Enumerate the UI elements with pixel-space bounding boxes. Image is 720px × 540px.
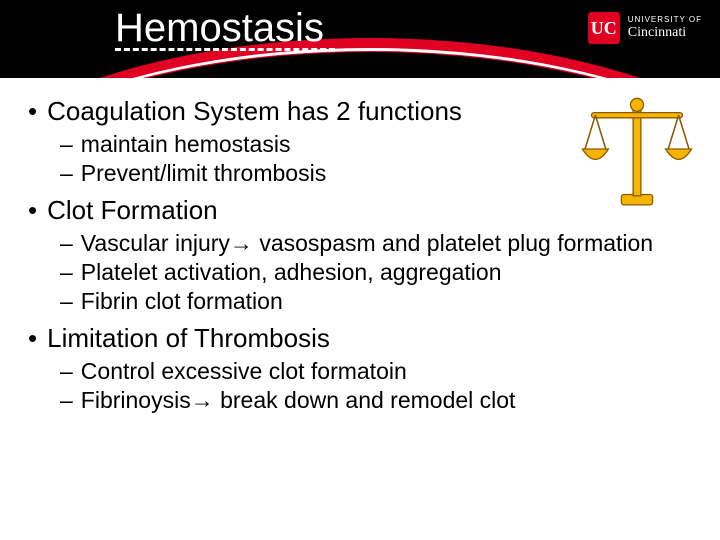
- bullet-level2: – Control excessive clot formatoin: [60, 358, 700, 385]
- bullet-level2: – Fibrin clot formation: [60, 288, 700, 315]
- slide-header: Hemostasis UC UNIVERSITY OF Cincinnati: [0, 0, 720, 78]
- bullet-level2: – Platelet activation, adhesion, aggrega…: [60, 259, 700, 286]
- dash-icon: –: [60, 259, 73, 286]
- logo-mark: UC: [588, 12, 620, 44]
- bullet-icon: •: [28, 195, 37, 226]
- bullet-level2: – Fibrinoysis→ break down and remodel cl…: [60, 387, 700, 414]
- logo-line1: UNIVERSITY OF: [628, 16, 702, 25]
- dash-icon: –: [60, 131, 73, 158]
- bullet-text: Control excessive clot formatoin: [81, 358, 407, 385]
- bullet-text: Prevent/limit thrombosis: [81, 160, 326, 187]
- slide-title: Hemostasis: [115, 6, 324, 51]
- dash-icon: –: [60, 288, 73, 315]
- dash-icon: –: [60, 358, 73, 385]
- logo-text: UNIVERSITY OF Cincinnati: [628, 16, 702, 40]
- bullet-icon: •: [28, 96, 37, 127]
- bullet-icon: •: [28, 323, 37, 354]
- bullet-text: Coagulation System has 2 functions: [47, 96, 462, 127]
- dash-icon: –: [60, 387, 73, 414]
- bullet-text: Platelet activation, adhesion, aggregati…: [81, 259, 502, 286]
- balance-scale-image: [572, 84, 702, 214]
- dash-icon: –: [60, 160, 73, 187]
- bullet-level2: – Vascular injury→ vasospasm and platele…: [60, 230, 700, 257]
- bullet-text: Limitation of Thrombosis: [47, 323, 330, 354]
- university-logo: UC UNIVERSITY OF Cincinnati: [588, 12, 702, 44]
- bullet-level1: • Limitation of Thrombosis: [28, 323, 700, 354]
- logo-line2: Cincinnati: [628, 25, 702, 40]
- dash-icon: –: [60, 230, 73, 257]
- bullet-text: Vascular injury→ vasospasm and platelet …: [81, 230, 653, 257]
- bullet-text: maintain hemostasis: [81, 131, 291, 158]
- bullet-text: Fibrin clot formation: [81, 288, 283, 315]
- bullet-text: Clot Formation: [47, 195, 218, 226]
- bullet-text: Fibrinoysis→ break down and remodel clot: [81, 387, 516, 414]
- title-underline: [115, 48, 335, 51]
